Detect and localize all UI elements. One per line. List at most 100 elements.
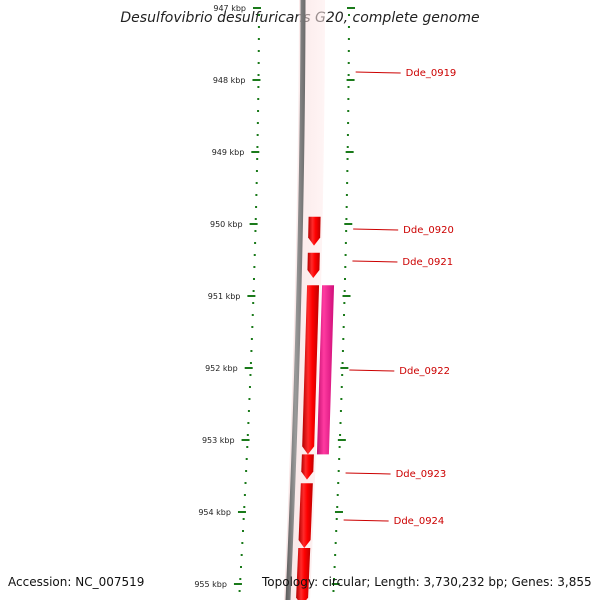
left-dot — [253, 266, 256, 268]
left-dot — [257, 50, 260, 52]
leader-line — [352, 260, 398, 263]
major-tick-right — [334, 511, 343, 513]
gene-Dde_0922-pseudo[interactable] — [316, 285, 335, 455]
left-dot — [248, 398, 251, 400]
left-dot — [256, 122, 259, 124]
kbp-label: 955 kbp — [194, 580, 227, 589]
right-dot — [343, 290, 346, 292]
gene-Dde_0923[interactable] — [301, 454, 314, 480]
left-dot — [253, 254, 256, 256]
right-dot — [346, 182, 349, 184]
right-dot — [344, 242, 347, 244]
left-dot — [255, 170, 258, 172]
major-tick-left — [247, 295, 256, 297]
kbp-label: 951 kbp — [208, 292, 241, 301]
major-tick-left — [233, 583, 242, 585]
right-dot — [334, 542, 337, 544]
left-dot — [252, 278, 255, 280]
left-dot — [252, 290, 255, 292]
left-dot — [239, 566, 242, 568]
left-dot — [254, 218, 257, 220]
right-dot — [346, 134, 349, 136]
right-dot — [335, 530, 338, 532]
right-dot — [344, 254, 347, 256]
kbp-label: 950 kbp — [210, 220, 243, 229]
gene-Dde_0922[interactable] — [302, 285, 320, 455]
left-dot — [251, 326, 254, 328]
gene-label-Dde_0919[interactable]: Dde_0919 — [406, 68, 457, 79]
left-dot — [257, 86, 260, 88]
right-dot — [334, 554, 337, 556]
major-tick-right — [346, 79, 355, 81]
gene-label-Dde_0921[interactable]: Dde_0921 — [402, 257, 453, 268]
gene-label-Dde_0920[interactable]: Dde_0920 — [403, 225, 454, 236]
kbp-label: 948 kbp — [213, 76, 246, 85]
left-dot — [238, 590, 241, 592]
right-dot — [346, 158, 349, 160]
right-dot — [347, 14, 350, 16]
left-dot — [246, 434, 249, 436]
right-dot — [347, 62, 350, 64]
leader-line — [353, 228, 399, 231]
left-dot — [248, 386, 251, 388]
right-dot — [338, 458, 341, 460]
kbp-label: 947 kbp — [213, 4, 246, 13]
left-dot — [243, 506, 246, 508]
right-dot — [333, 566, 336, 568]
major-tick-left — [241, 439, 250, 441]
gene-Dde_0920[interactable] — [308, 216, 321, 246]
left-dot — [249, 374, 252, 376]
right-dot — [347, 38, 350, 40]
right-dot — [336, 506, 339, 508]
gene-Dde_0921[interactable] — [307, 252, 320, 278]
right-dot — [347, 26, 350, 28]
left-dot — [257, 62, 260, 64]
right-dot — [347, 50, 350, 52]
kbp-label: 952 kbp — [205, 364, 238, 373]
right-dot — [345, 206, 348, 208]
right-dot — [347, 122, 350, 124]
right-dot — [336, 494, 339, 496]
gene-label-Dde_0922[interactable]: Dde_0922 — [399, 366, 450, 377]
right-dot — [344, 266, 347, 268]
major-tick-left — [251, 151, 260, 153]
major-tick-right — [340, 367, 349, 369]
major-tick-left — [244, 367, 253, 369]
gene-label-Dde_0924[interactable]: Dde_0924 — [394, 516, 445, 527]
major-tick-right — [345, 151, 354, 153]
genome-backbone — [285, 0, 306, 600]
right-dot — [339, 434, 342, 436]
right-dot — [333, 578, 336, 580]
left-dot — [242, 530, 245, 532]
major-tick-left — [252, 79, 261, 81]
leader-line — [349, 369, 395, 372]
right-dot — [343, 302, 346, 304]
left-dot — [252, 302, 255, 304]
major-tick-right — [346, 7, 355, 9]
right-dot — [339, 422, 342, 424]
gene-Dde_0924[interactable] — [298, 483, 313, 548]
right-dot — [337, 470, 340, 472]
left-dot — [240, 554, 243, 556]
major-tick-left — [252, 7, 261, 9]
left-dot — [257, 110, 260, 112]
left-dot — [256, 134, 259, 136]
right-dot — [341, 350, 344, 352]
right-dot — [345, 218, 348, 220]
gene-Dde_0925[interactable] — [296, 548, 311, 600]
left-dot — [257, 74, 260, 76]
left-dot — [251, 314, 254, 316]
major-tick-right — [331, 583, 340, 585]
left-dot — [249, 362, 252, 364]
right-dot — [347, 74, 350, 76]
left-dot — [243, 494, 246, 496]
left-dot — [256, 146, 259, 148]
gene-label-Dde_0923[interactable]: Dde_0923 — [396, 469, 447, 480]
major-tick-left — [237, 511, 246, 513]
major-tick-right — [342, 295, 351, 297]
kbp-label: 953 kbp — [202, 436, 235, 445]
major-tick-right — [344, 223, 353, 225]
left-dot — [255, 194, 258, 196]
